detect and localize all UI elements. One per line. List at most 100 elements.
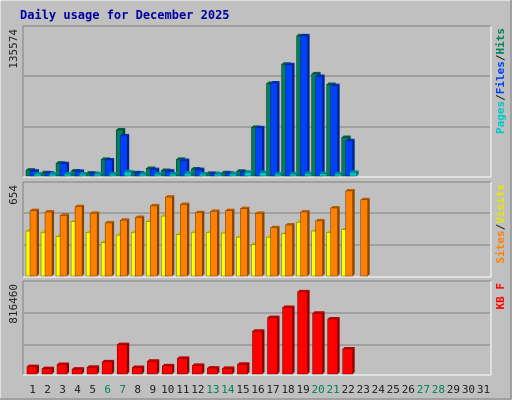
bar-sites-day-8 (134, 215, 145, 277)
legend-entry: Files (494, 61, 507, 94)
bar-pages-day-15 (244, 170, 254, 177)
day-label-10: 10 (161, 383, 174, 396)
day-label-1: 1 (29, 383, 36, 396)
day-label-12: 12 (191, 383, 204, 396)
legend-entry: / (494, 94, 507, 101)
bar-kb-f-day-5 (86, 365, 100, 375)
day-label-3: 3 (59, 383, 66, 396)
legend-entry: Pages (494, 101, 507, 134)
panel-legend: KB F (494, 283, 507, 310)
bar-sites-day-23 (360, 197, 370, 277)
day-label-4: 4 (74, 383, 81, 396)
bar-sites-day-7 (119, 218, 130, 277)
panel-kbytes: 816460 KB F (7, 280, 507, 376)
bar-kb-f-day-18 (282, 305, 295, 375)
panel-visits-sites: 654 Sites/Visits (7, 181, 507, 278)
bar-sites-day-12 (195, 210, 205, 277)
bar-pages-day-17 (274, 172, 284, 177)
bar-sites-day-3 (59, 213, 70, 277)
bar-files-day-7 (119, 133, 130, 177)
day-label-19: 19 (296, 383, 309, 396)
bar-kb-f-day-16 (252, 329, 265, 375)
panel-hits-files-pages: 135574 Pages/Files/Hits (7, 25, 507, 178)
day-label-16: 16 (251, 383, 264, 396)
bar-pages-day-21 (334, 171, 344, 177)
bar-pages-day-8 (138, 172, 149, 177)
bar-kb-f-day-12 (192, 363, 205, 375)
bar-pages-day-14 (229, 172, 239, 177)
bar-pages-day-13 (214, 172, 224, 177)
bar-sites-day-1 (29, 208, 39, 277)
bar-files-day-17 (270, 80, 280, 177)
bar-kb-f-day-22 (342, 346, 355, 375)
bar-kb-f-day-7 (116, 342, 130, 375)
bar-kb-f-day-1 (26, 364, 39, 375)
day-label-9: 9 (149, 383, 156, 396)
bar-kb-f-day-14 (222, 366, 235, 375)
panel-legend: Sites/Visits (494, 184, 507, 264)
day-label-11: 11 (176, 383, 189, 396)
bar-kb-f-day-20 (312, 311, 325, 375)
day-label-21: 21 (327, 383, 340, 396)
bar-pages-day-19 (304, 171, 314, 177)
panel-max-label: 654 (7, 185, 20, 205)
bar-sites-day-17 (270, 225, 280, 277)
day-label-6: 6 (104, 383, 111, 396)
day-label-18: 18 (281, 383, 294, 396)
day-label-28: 28 (432, 383, 445, 396)
bar-kb-f-day-15 (237, 362, 250, 375)
bar-files-day-19 (300, 33, 310, 177)
legend-entry: KB F (494, 283, 507, 310)
day-label-2: 2 (44, 383, 51, 396)
bar-kb-f-day-11 (177, 356, 190, 375)
bar-files-day-21 (330, 83, 340, 177)
bar-kb-f-day-10 (162, 363, 175, 375)
day-label-29: 29 (447, 383, 460, 396)
bar-pages-day-1 (33, 172, 43, 177)
bar-sites-day-4 (74, 204, 85, 277)
bar-sites-day-20 (315, 218, 325, 277)
bar-files-day-22 (345, 138, 355, 177)
bar-kb-f-day-6 (101, 359, 115, 375)
bar-pages-day-20 (319, 171, 329, 177)
panel-max-label: 135574 (7, 29, 20, 69)
bar-sites-day-11 (180, 202, 190, 277)
panel-max-label: 816460 (7, 284, 20, 324)
bar-sites-day-15 (240, 206, 250, 277)
bar-sites-day-10 (165, 195, 175, 277)
bar-kb-f-day-4 (71, 367, 85, 375)
bar-kb-f-day-21 (327, 317, 340, 375)
day-label-25: 25 (387, 383, 400, 396)
panel-legend: Pages/Files/Hits (494, 28, 507, 134)
bar-kb-f-day-19 (297, 289, 310, 375)
bar-kb-f-day-3 (56, 362, 70, 375)
day-label-24: 24 (372, 383, 386, 396)
bar-files-day-16 (255, 125, 265, 177)
legend-entry: Sites (494, 230, 507, 263)
day-label-5: 5 (89, 383, 96, 396)
bar-pages-day-7 (123, 169, 134, 177)
bar-pages-day-18 (289, 171, 299, 177)
day-label-13: 13 (206, 383, 219, 396)
bar-sites-day-5 (89, 211, 100, 277)
day-label-7: 7 (119, 383, 126, 396)
bar-files-day-20 (315, 74, 325, 177)
bar-pages-day-5 (93, 172, 104, 177)
bar-pages-day-22 (349, 170, 359, 177)
day-label-17: 17 (266, 383, 279, 396)
day-label-23: 23 (357, 383, 370, 396)
bar-pages-day-10 (169, 172, 179, 177)
bar-kb-f-day-9 (147, 359, 160, 375)
bar-kb-f-day-8 (131, 365, 145, 375)
day-label-14: 14 (221, 383, 235, 396)
day-label-31: 31 (477, 383, 490, 396)
chart-title: Daily usage for December 2025 (20, 8, 230, 22)
legend-entry: Visits (494, 184, 507, 224)
bar-sites-day-19 (300, 210, 310, 277)
bar-pages-day-3 (63, 172, 74, 177)
day-label-26: 26 (402, 383, 415, 396)
x-axis-day-labels: 1 2 3 4 5 6 7 8 9 10 11 12 13 14 15 16 17 18 19 20 21 22 23 24 2… (29, 383, 490, 396)
bar-sites-day-6 (104, 220, 115, 277)
bar-pages-day-11 (184, 171, 194, 177)
